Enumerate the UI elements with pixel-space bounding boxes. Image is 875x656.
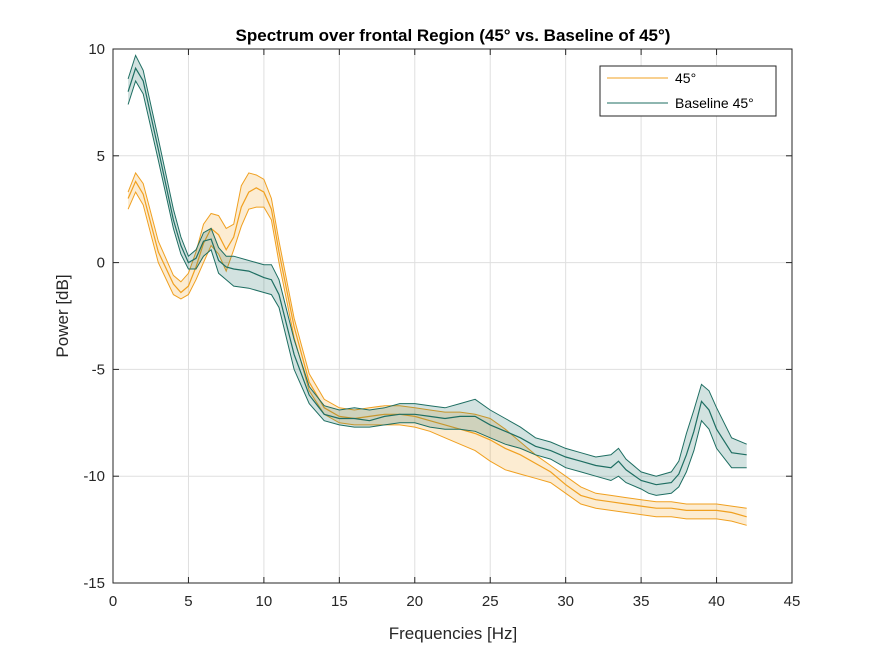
series-1 (127, 54, 747, 496)
legend-box (599, 65, 777, 117)
plot-border (112, 48, 793, 584)
plot-area (113, 49, 792, 583)
legend-label-baseline: Baseline 45° (675, 95, 754, 111)
x-tick-label: 45 (784, 593, 801, 610)
y-tick-label: -5 (92, 361, 105, 378)
x-tick-label: 40 (708, 593, 725, 610)
x-tick-label: 35 (633, 593, 650, 610)
chart-title: Spectrum over frontal Region (45° vs. Ba… (236, 26, 671, 45)
x-tick-label: 15 (331, 593, 348, 610)
series-1-line (127, 66, 747, 486)
y-tick-label: -10 (83, 468, 105, 485)
axes: 0 5 10 15 20 25 30 35 40 45 -15 -10 -5 0 5 10 (83, 41, 800, 610)
x-tick-label: 0 (109, 593, 117, 610)
x-tick-label: 10 (256, 593, 273, 610)
series-1-upper (127, 54, 747, 477)
series-1-band (128, 55, 747, 496)
x-tick-label: 5 (184, 593, 192, 610)
y-tick-label: 5 (97, 148, 105, 165)
x-axis-label: Frequencies [Hz] (389, 624, 518, 643)
series-0-lower (127, 191, 747, 526)
y-tick-label: -15 (83, 575, 105, 592)
series-1-lower (127, 79, 747, 496)
y-tick-label: 10 (88, 41, 105, 58)
x-tick-label: 25 (482, 593, 499, 610)
y-tick-label: 0 (97, 255, 105, 272)
series-layer (127, 54, 747, 526)
legend-label-45: 45° (675, 70, 696, 86)
legend: 45° Baseline 45° (599, 65, 777, 117)
x-tick-label: 20 (406, 593, 423, 610)
series-0-upper (127, 171, 747, 509)
y-axis-label: Power [dB] (53, 274, 72, 357)
x-tick-label: 30 (557, 593, 574, 610)
